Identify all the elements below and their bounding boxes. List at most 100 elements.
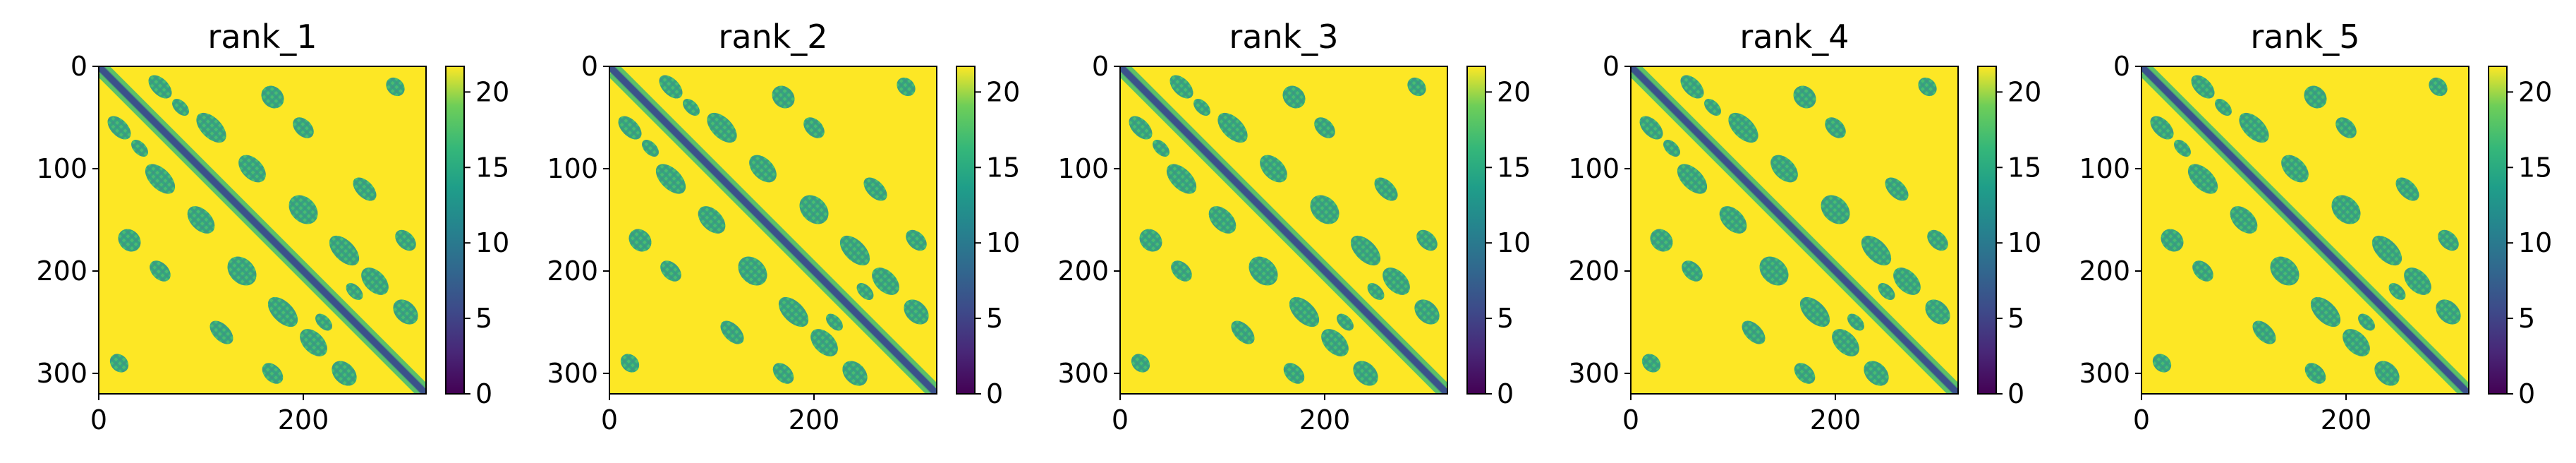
contact-region bbox=[1367, 283, 1385, 300]
main-diagonal bbox=[2141, 66, 2469, 394]
contact-region bbox=[1314, 117, 1335, 138]
heatmap-image bbox=[1120, 66, 1447, 394]
contact-region bbox=[2304, 85, 2327, 109]
contact-region bbox=[1821, 195, 1850, 224]
diagonal-band bbox=[104, 66, 426, 387]
contact-region bbox=[315, 313, 332, 331]
diagonal-band bbox=[609, 73, 932, 394]
contact-region bbox=[1885, 177, 1909, 201]
y-tick-label: 300 bbox=[1568, 358, 1620, 389]
colorbar-tick-label: 10 bbox=[2518, 227, 2552, 258]
colorbar-tick-label: 0 bbox=[986, 378, 1003, 409]
contact-region bbox=[839, 235, 870, 266]
contact-region bbox=[238, 155, 266, 183]
contact-region bbox=[346, 283, 363, 300]
colorbar-tick-label: 20 bbox=[986, 76, 1020, 107]
contact-region bbox=[1153, 140, 1169, 157]
main-diagonal bbox=[609, 66, 937, 394]
contact-region bbox=[1825, 117, 1846, 138]
contact-region bbox=[1374, 177, 1398, 201]
contact-region bbox=[2252, 320, 2276, 344]
colorbar-tick-label: 15 bbox=[1497, 152, 1531, 183]
contact-region bbox=[1169, 75, 1193, 99]
contact-region bbox=[2371, 235, 2402, 266]
heatmap-image bbox=[2141, 66, 2469, 394]
contact-region bbox=[361, 267, 389, 295]
contact-region bbox=[1680, 75, 1704, 99]
contact-region bbox=[1321, 329, 1349, 356]
contact-region bbox=[1682, 260, 1703, 282]
contact-region bbox=[1742, 320, 1766, 344]
colorbar-tick-label: 5 bbox=[2007, 303, 2024, 334]
contact-region bbox=[2192, 260, 2213, 282]
plot-frame bbox=[1119, 66, 1448, 395]
contact-region bbox=[1893, 267, 1921, 295]
colorbar-tick-label: 5 bbox=[1497, 303, 1514, 334]
contact-region bbox=[660, 260, 681, 282]
colorbar-tick-label: 15 bbox=[475, 152, 509, 183]
panel-title: rank_1 bbox=[207, 18, 317, 56]
contact-region bbox=[2388, 283, 2406, 300]
contact-region bbox=[618, 116, 642, 140]
contact-region bbox=[393, 299, 418, 325]
contact-region bbox=[300, 329, 327, 356]
contact-region bbox=[1793, 85, 1816, 109]
contact-region bbox=[707, 112, 737, 143]
y-tick-label: 200 bbox=[1568, 255, 1620, 287]
contact-region bbox=[262, 363, 284, 384]
x-tick-label: 200 bbox=[278, 404, 329, 435]
contact-region bbox=[1414, 299, 1440, 325]
contact-region bbox=[2161, 229, 2184, 252]
contact-region bbox=[1166, 164, 1197, 194]
contact-region bbox=[1927, 229, 1948, 251]
colorbar-tick-label: 10 bbox=[475, 227, 509, 258]
y-tick-label: 0 bbox=[1603, 51, 1620, 82]
contact-region bbox=[826, 313, 843, 331]
colorbar-tick-label: 10 bbox=[2007, 227, 2041, 258]
main-diagonal bbox=[99, 66, 426, 394]
y-tick-label: 100 bbox=[2079, 153, 2130, 184]
contact-region bbox=[683, 99, 700, 116]
diagonal-band bbox=[99, 73, 421, 394]
colorbar-tick-label: 0 bbox=[2007, 378, 2024, 409]
colorbar-tick-label: 5 bbox=[986, 303, 1003, 334]
y-tick-label: 100 bbox=[36, 153, 87, 184]
contact-region bbox=[856, 283, 874, 300]
contact-region bbox=[187, 206, 215, 234]
y-tick-label: 300 bbox=[1057, 358, 1109, 389]
colorbar bbox=[445, 66, 465, 395]
y-tick-label: 0 bbox=[581, 51, 598, 82]
contact-region bbox=[842, 361, 868, 386]
contact-region bbox=[1878, 283, 1895, 300]
colorbar bbox=[1466, 66, 1486, 395]
contact-region bbox=[1861, 235, 1892, 266]
x-tick-label: 200 bbox=[2321, 404, 2372, 435]
contact-region bbox=[2404, 267, 2431, 295]
contact-region bbox=[1217, 112, 1248, 143]
colorbar-tick-label: 15 bbox=[986, 152, 1020, 183]
y-tick-label: 0 bbox=[2113, 51, 2130, 82]
contact-region bbox=[109, 354, 129, 373]
panel-title: rank_2 bbox=[718, 18, 827, 56]
contact-region bbox=[2438, 229, 2459, 251]
contact-region bbox=[131, 140, 148, 157]
panel-title: rank_3 bbox=[1229, 18, 1338, 56]
diagonal-band bbox=[2146, 66, 2469, 387]
contact-region bbox=[1925, 299, 1950, 325]
contact-region bbox=[749, 155, 777, 183]
diagonal-band bbox=[2141, 73, 2464, 394]
heatmap-image bbox=[1631, 66, 1958, 394]
contact-region bbox=[1383, 267, 1410, 295]
contact-region bbox=[2281, 155, 2309, 183]
contact-region bbox=[659, 75, 683, 99]
contact-region bbox=[642, 140, 659, 157]
contact-region bbox=[1794, 363, 1816, 384]
contact-region bbox=[1289, 296, 1320, 327]
diagonal-band bbox=[1125, 66, 1447, 387]
contact-region bbox=[810, 329, 838, 356]
contact-region bbox=[2374, 361, 2400, 386]
contact-region bbox=[209, 320, 233, 344]
contact-region bbox=[2429, 77, 2448, 97]
